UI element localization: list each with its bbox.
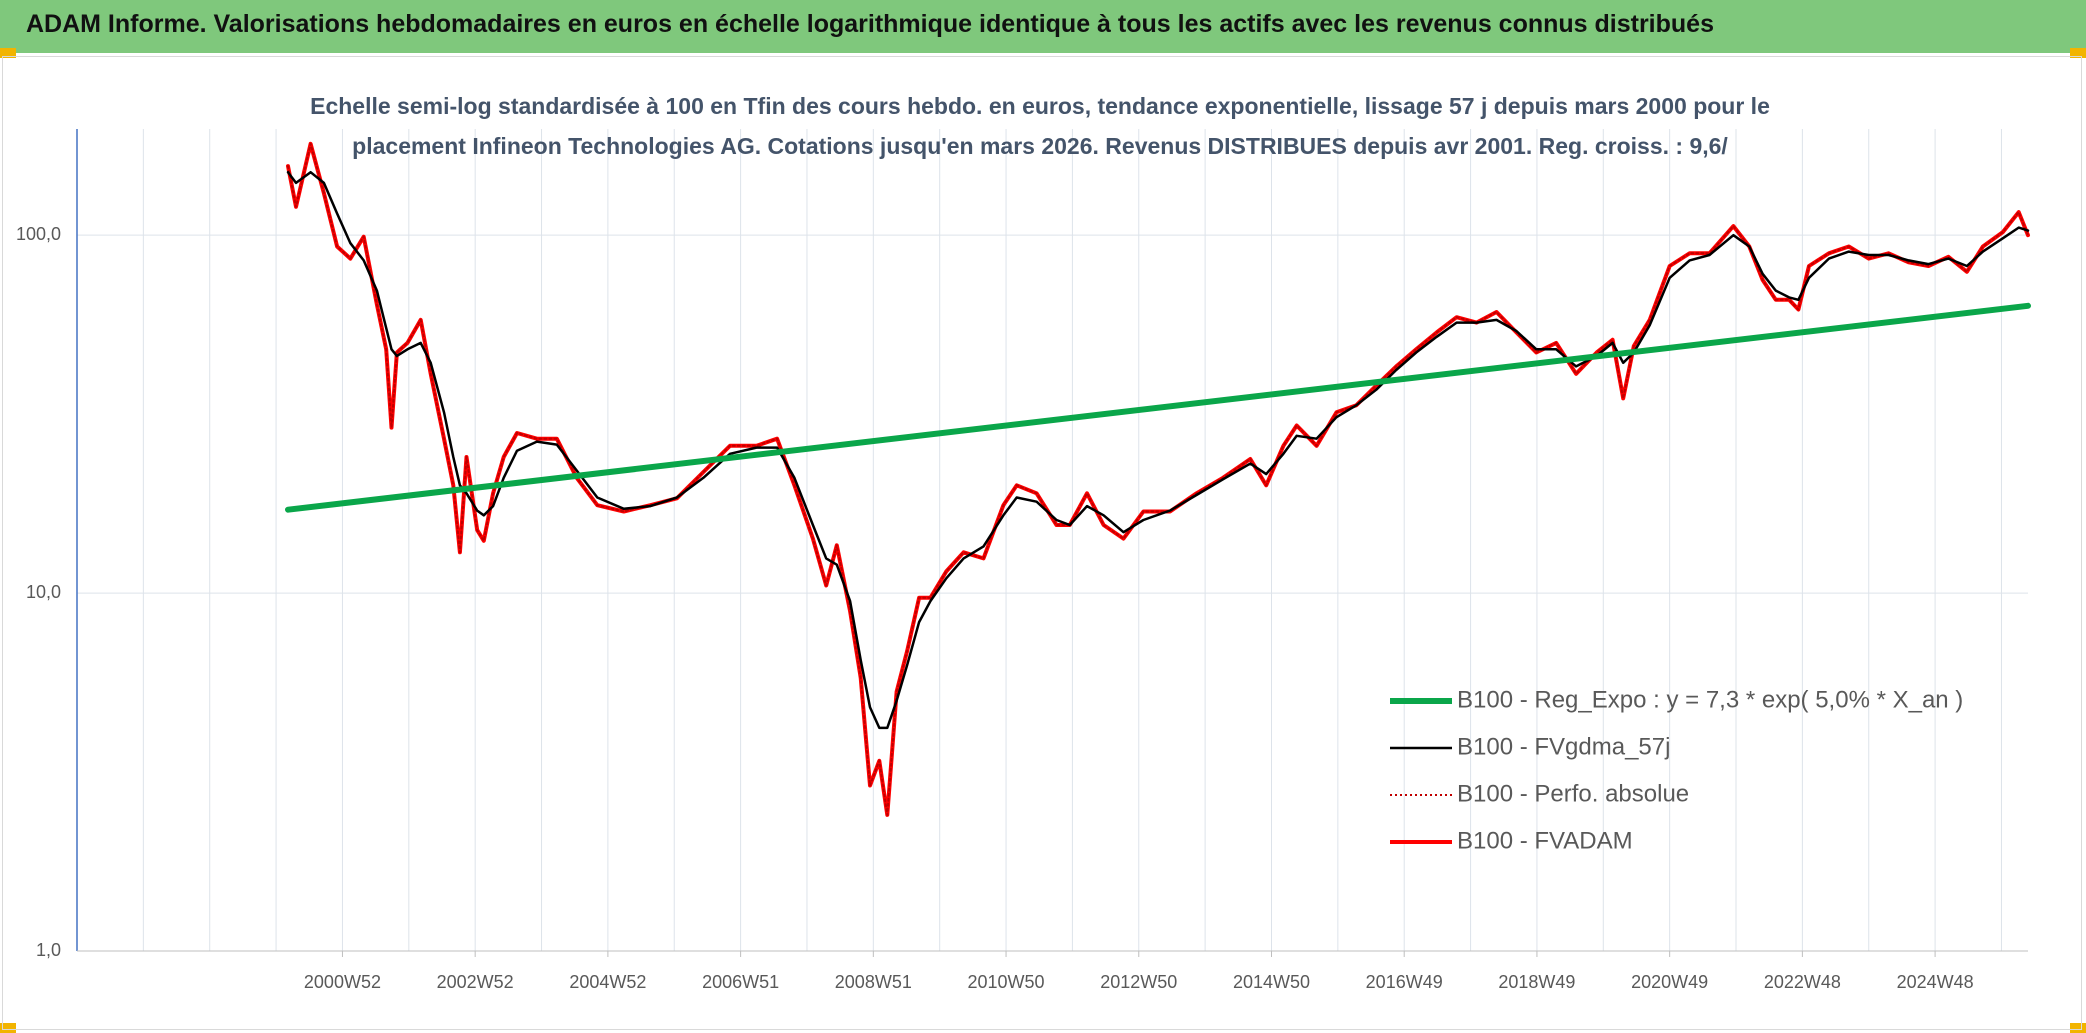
x-tick-label: 2002W52 (437, 972, 514, 992)
y-tick-label: 10,0 (26, 582, 61, 602)
legend-label: B100 - Perfo. absolue (1457, 780, 1689, 807)
chart-frame (2, 56, 2082, 1030)
x-tick-label: 2016W49 (1366, 972, 1443, 992)
legend-label: B100 - Reg_Expo : y = 7,3 * exp( 5,0% * … (1457, 686, 1963, 713)
corner-mark (0, 48, 16, 58)
series-line (286, 170, 2030, 730)
x-tick-label: 2004W52 (569, 972, 646, 992)
y-tick-label: 1,0 (36, 940, 61, 960)
x-tick-label: 2024W48 (1897, 972, 1974, 992)
x-tick-label: 2008W51 (835, 972, 912, 992)
y-tick-label: 100,0 (16, 224, 61, 244)
x-tick-label: 2010W50 (968, 972, 1045, 992)
x-tick-label: 2006W51 (702, 972, 779, 992)
corner-mark (0, 1023, 16, 1033)
corner-mark (2070, 48, 2086, 58)
header-bar: ADAM Informe. Valorisations hebdomadaire… (0, 0, 2086, 53)
x-tick-label: 2014W50 (1233, 972, 1310, 992)
legend-label: B100 - FVADAM (1457, 827, 1633, 854)
x-tick-label: 2022W48 (1764, 972, 1841, 992)
legend-label: B100 - FVgdma_57j (1457, 733, 1670, 760)
x-tick-label: 2000W52 (304, 972, 381, 992)
header-title: ADAM Informe. Valorisations hebdomadaire… (26, 10, 1714, 38)
x-tick-label: 2018W49 (1498, 972, 1575, 992)
x-tick-label: 2020W49 (1631, 972, 1708, 992)
x-tick-label: 2012W50 (1100, 972, 1177, 992)
corner-mark (2070, 1023, 2086, 1033)
chart-title: Echelle semi-log standardisée à 100 en T… (310, 93, 1770, 159)
series-line (285, 302, 2031, 513)
